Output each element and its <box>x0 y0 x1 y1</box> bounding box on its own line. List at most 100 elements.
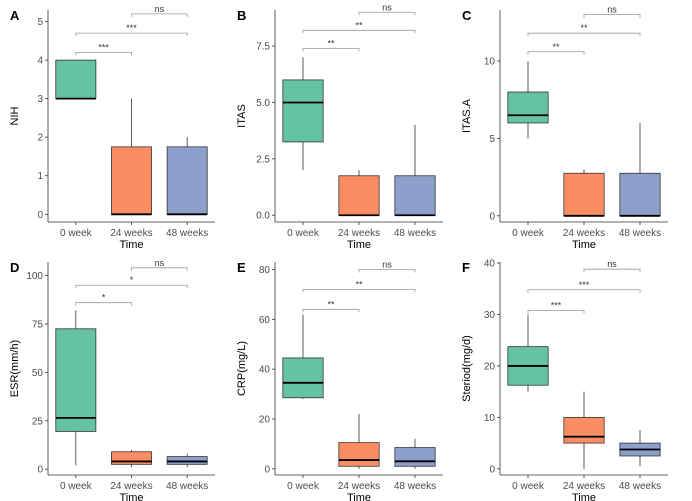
significance-bracket <box>527 309 585 314</box>
y-tick-label: 5 <box>489 134 495 145</box>
significance-bracket <box>75 302 132 306</box>
significance-label: ** <box>552 42 560 52</box>
significance-label: ns <box>155 258 165 268</box>
significance-bracket <box>131 267 188 271</box>
significance-bracket <box>583 14 641 18</box>
x-axis-title: Time <box>119 492 143 501</box>
panel-c: C 0 5 10 0 week 24 weeks 48 weeks Time ITAS.A ** *… <box>461 5 668 251</box>
x-tick-label: 24 weeks <box>110 228 152 239</box>
significance-label: ** <box>580 23 588 33</box>
y-tick-label: 20 <box>484 361 496 372</box>
significance-label: ** <box>355 279 363 289</box>
box-0-week <box>282 79 324 143</box>
box-0-week <box>55 59 97 100</box>
x-tick-label: 0 week <box>287 228 320 239</box>
significance-label: * <box>102 293 106 303</box>
y-axis-title: CRP(mg/L) <box>236 341 248 396</box>
panel-d: D 0 25 50 75 100 0 week 24 weeks 48 weeks Time ESR… <box>9 258 215 501</box>
significance-bracket <box>302 308 360 313</box>
box-48-weeks <box>394 447 436 467</box>
box-24-weeks <box>563 416 605 444</box>
significance-label: ns <box>607 5 617 15</box>
y-axis-title: Steriod(mg/d) <box>461 335 473 402</box>
significance-bracket <box>75 284 188 289</box>
x-tick-label: 0 week <box>512 481 545 492</box>
panel-e: E 0 20 40 60 80 0 week 24 weeks 48 weeks Time CRP(… <box>236 259 443 501</box>
y-tick-label: 3 <box>37 94 43 105</box>
y-tick-label: 5.0 <box>256 98 270 109</box>
y-tick-label: 10 <box>484 413 496 424</box>
x-axis-title: Time <box>572 239 596 251</box>
y-tick-label: 0 <box>489 464 495 475</box>
y-tick-label: 80 <box>259 265 271 276</box>
x-tick-label: 48 weeks <box>166 481 208 492</box>
x-tick-label: 24 weeks <box>563 228 605 239</box>
y-tick-label: 75 <box>32 319 44 330</box>
x-tick-label: 48 weeks <box>394 228 436 239</box>
x-tick-label: 48 weeks <box>619 228 661 239</box>
y-tick-label: 0 <box>37 465 43 476</box>
panel-f: F 0 10 20 30 40 0 week 24 weeks 48 weeks Time Ster… <box>461 259 668 501</box>
box-48-weeks <box>166 146 208 215</box>
significance-bracket <box>75 32 188 37</box>
significance-bracket <box>302 47 360 52</box>
significance-bracket <box>358 269 416 273</box>
panel-label: A <box>10 8 20 23</box>
significance-label: ** <box>327 38 335 48</box>
significance-bracket <box>583 268 641 273</box>
y-axis-title: ITAS <box>236 104 248 128</box>
y-tick-label: 7.5 <box>256 42 270 53</box>
y-tick-label: 100 <box>26 271 43 282</box>
x-tick-label: 48 weeks <box>394 481 436 492</box>
significance-label: ns <box>382 2 392 12</box>
y-tick-label: 2.5 <box>256 154 270 165</box>
box-0-week <box>55 328 97 432</box>
y-tick-label: 0 <box>264 464 270 475</box>
significance-bracket <box>358 11 416 16</box>
x-tick-label: 0 week <box>60 481 93 492</box>
significance-bracket <box>527 32 641 37</box>
y-axis-title: ESR(mm/h) <box>9 340 21 397</box>
x-tick-label: 0 week <box>287 481 320 492</box>
y-tick-label: 20 <box>259 414 271 425</box>
panel-label: E <box>237 260 246 275</box>
y-tick-label: 2 <box>37 133 43 144</box>
y-axis-title: NIH <box>9 106 21 125</box>
panel-label: D <box>10 260 19 275</box>
x-tick-label: 0 week <box>60 228 93 239</box>
significance-label: *** <box>579 280 590 290</box>
box-24-weeks <box>111 451 152 465</box>
significance-bracket <box>527 289 641 293</box>
panel-label: C <box>462 8 472 23</box>
significance-label: ns <box>155 4 165 14</box>
x-tick-label: 48 weeks <box>166 228 208 239</box>
y-tick-label: 40 <box>484 259 496 270</box>
box-24-weeks <box>111 146 152 215</box>
significance-bracket <box>527 51 585 55</box>
significance-bracket <box>302 29 416 34</box>
x-axis-title: Time <box>572 492 596 501</box>
y-tick-label: 10 <box>484 57 496 68</box>
significance-label: *** <box>551 300 562 310</box>
y-tick-label: 0 <box>489 211 495 222</box>
significance-label: * <box>130 275 134 285</box>
x-tick-label: 24 weeks <box>563 481 605 492</box>
significance-bracket <box>131 13 188 17</box>
x-tick-label: 24 weeks <box>338 481 380 492</box>
x-tick-label: 48 weeks <box>619 481 661 492</box>
y-tick-label: 50 <box>32 368 44 379</box>
box-24-weeks <box>338 175 380 216</box>
box-48-weeks <box>619 172 661 217</box>
box-24-weeks <box>338 442 380 467</box>
box-24-weeks <box>563 172 605 217</box>
box-0-week <box>507 91 549 124</box>
y-tick-label: 25 <box>32 416 44 427</box>
box-48-weeks <box>394 175 436 216</box>
significance-label: ns <box>607 259 617 269</box>
significance-label: *** <box>98 42 109 52</box>
significance-bracket <box>302 289 416 293</box>
y-tick-label: 30 <box>484 310 496 321</box>
significance-bracket <box>75 52 132 56</box>
y-tick-label: 0.0 <box>256 211 270 222</box>
